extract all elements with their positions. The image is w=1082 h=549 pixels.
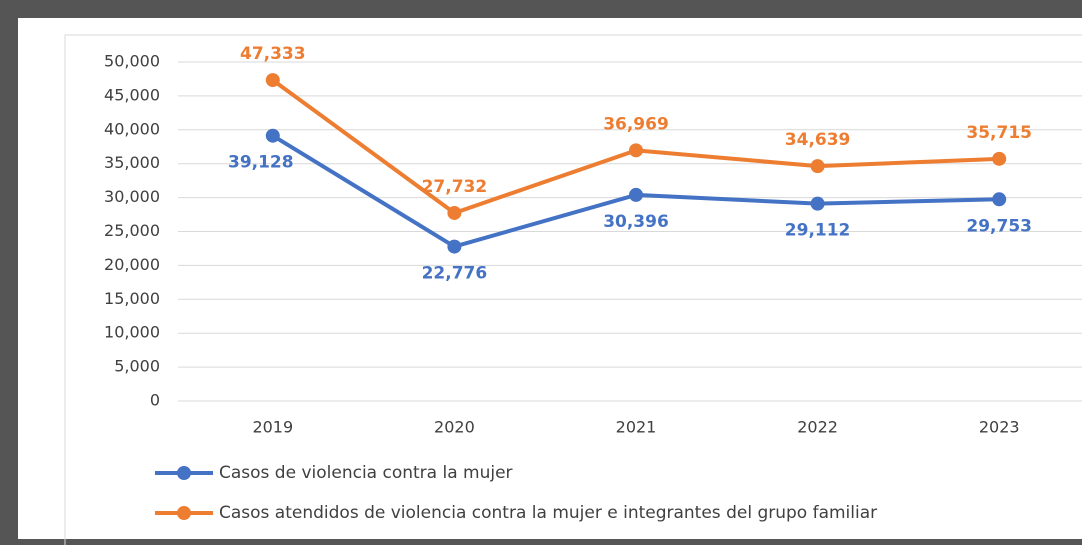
data-label: 29,112 (785, 221, 851, 241)
y-tick-label: 30,000 (104, 187, 160, 206)
x-tick-label: 2023 (979, 418, 1020, 437)
y-tick-label: 20,000 (104, 255, 160, 274)
chart-area (64, 34, 1082, 549)
x-tick-label: 2020 (434, 418, 475, 437)
y-tick-label: 10,000 (104, 323, 160, 342)
data-label: 34,639 (785, 130, 851, 150)
data-label: 27,732 (422, 177, 488, 197)
point (447, 239, 462, 254)
point (992, 151, 1007, 166)
y-tick-label: 0 (150, 391, 160, 410)
data-label: 36,969 (603, 114, 669, 134)
point (265, 128, 280, 143)
point (810, 196, 825, 211)
y-tick-label: 40,000 (104, 119, 160, 138)
y-tick-label: 15,000 (104, 289, 160, 308)
legend-marker (177, 506, 191, 520)
data-label: 29,753 (966, 216, 1032, 236)
point (265, 73, 280, 88)
frame-left (0, 0, 18, 545)
point (629, 143, 643, 158)
y-tick-label: 45,000 (104, 85, 160, 104)
data-label: 30,396 (603, 212, 669, 232)
point (447, 205, 462, 220)
x-tick-label: 2019 (252, 418, 293, 437)
point (810, 159, 825, 174)
y-tick-label: 50,000 (104, 52, 160, 71)
x-tick-label: 2022 (797, 418, 838, 437)
frame-bottom (18, 539, 1082, 545)
data-label: 39,128 (228, 153, 294, 173)
data-label: 22,776 (422, 264, 488, 284)
legend-label: Casos de violencia contra la mujer (219, 463, 513, 483)
x-tick-label: 2021 (616, 418, 657, 437)
legend-label: Casos atendidos de violencia contra la m… (219, 503, 877, 523)
point (629, 187, 643, 202)
data-label: 35,715 (966, 123, 1032, 143)
legend-marker (177, 466, 191, 480)
y-tick-label: 5,000 (114, 357, 160, 376)
data-label: 47,333 (240, 44, 306, 64)
y-tick-label: 25,000 (104, 221, 160, 240)
frame-top (0, 0, 1082, 18)
y-tick-label: 35,000 (104, 153, 160, 172)
point (992, 192, 1007, 207)
